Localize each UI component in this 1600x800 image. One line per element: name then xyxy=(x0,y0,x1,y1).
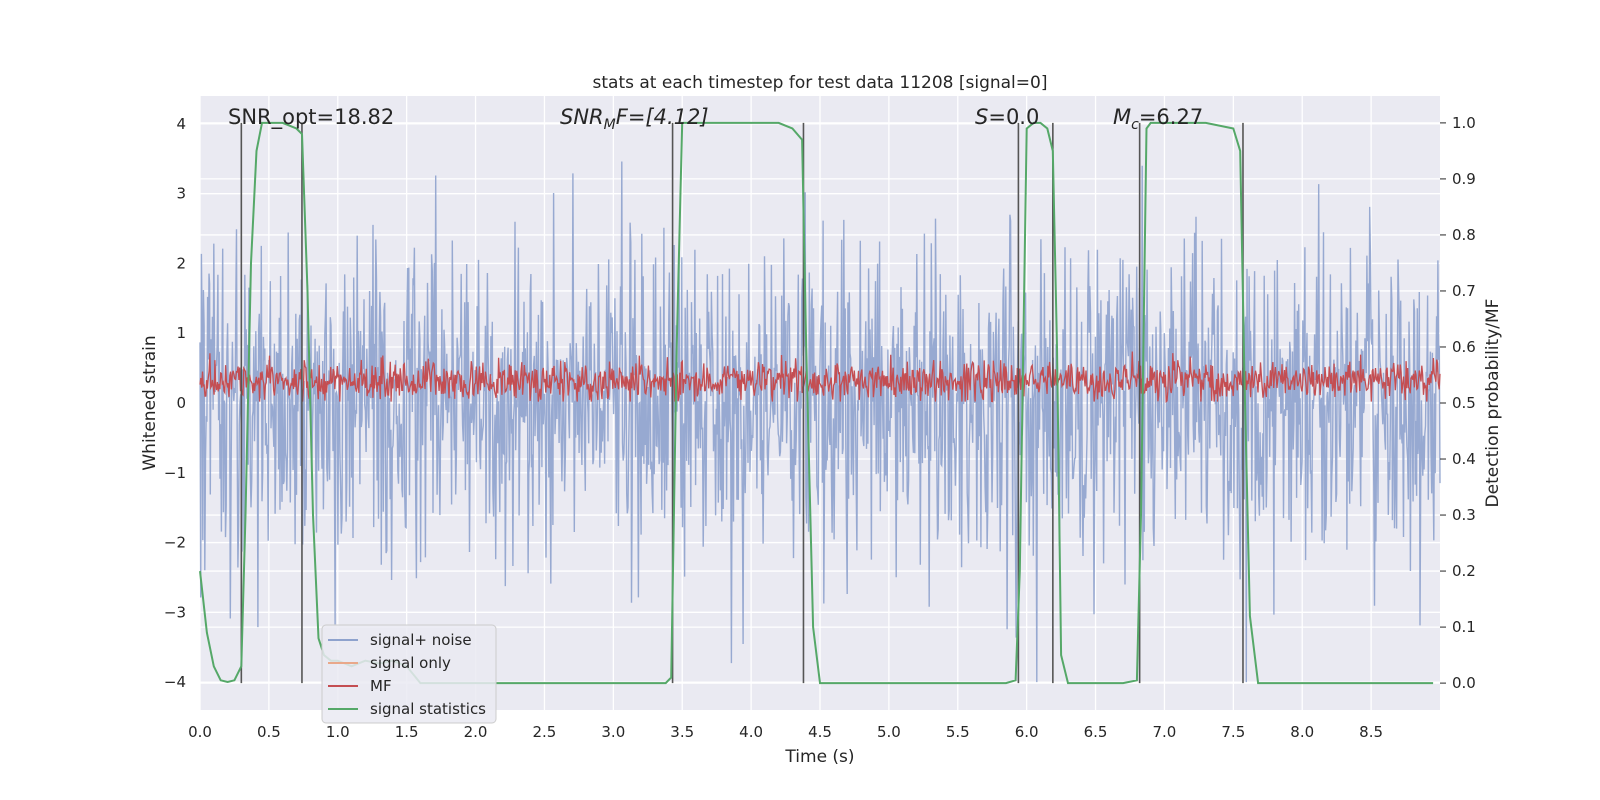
x-tick-label: 3.0 xyxy=(601,723,625,741)
y2-tick-label: 0.6 xyxy=(1452,338,1476,356)
x-tick-label: 0.0 xyxy=(188,723,212,741)
legend-label-mf: MF xyxy=(370,677,392,695)
signal-noise-series xyxy=(199,161,1441,683)
y-tick-label: 2 xyxy=(176,254,186,272)
y2-tick-label: 0.3 xyxy=(1452,506,1476,524)
y2-tick-label: 1.0 xyxy=(1452,114,1476,132)
annotation-s: S=0.0 xyxy=(975,105,1039,129)
x-tick-label: 6.5 xyxy=(1084,723,1108,741)
x-tick-label: 1.5 xyxy=(395,723,419,741)
signal-statistics-series xyxy=(199,121,1434,685)
snr-mf-sub: M xyxy=(604,117,616,133)
x-axis-label: Time (s) xyxy=(784,747,854,767)
annotation-snr-mf: SNRMF=[4.12] xyxy=(560,105,709,133)
legend-label-noise: signal+ noise xyxy=(370,631,472,649)
x-tick-label: 1.0 xyxy=(326,723,350,741)
mf-line xyxy=(199,351,1441,403)
y-tick-label: 1 xyxy=(176,324,186,342)
x-tick-label: 7.0 xyxy=(1153,723,1177,741)
y-tick-label: 3 xyxy=(176,185,186,203)
annotation-mc: Mc=6.27 xyxy=(1113,105,1203,133)
x-tick-label: 4.0 xyxy=(739,723,763,741)
y2-tick-label: 0.0 xyxy=(1452,674,1476,692)
legend-box xyxy=(321,624,497,724)
x-tick-label: 5.5 xyxy=(946,723,970,741)
legend: signal+ noise signal only MF signal stat… xyxy=(321,624,497,724)
y2-tick-label: 0.5 xyxy=(1452,394,1476,412)
x-tick-label: 2.5 xyxy=(533,723,557,741)
y-tick-label: 0 xyxy=(176,394,186,412)
annotation-snr-opt: SNR_opt=18.82 xyxy=(228,105,394,130)
y2-tick-label: 0.2 xyxy=(1452,562,1476,580)
y2-tick-label: 0.7 xyxy=(1452,282,1476,300)
s-value: =0.0 xyxy=(988,105,1039,129)
noise-line xyxy=(199,161,1441,683)
x-tick-label: 4.5 xyxy=(808,723,832,741)
x-tick-label: 2.0 xyxy=(464,723,488,741)
mc-sub: c xyxy=(1131,117,1139,133)
x-tick-label: 0.5 xyxy=(257,723,281,741)
x-tick-label: 6.0 xyxy=(1015,723,1039,741)
s-label: S xyxy=(975,105,988,129)
x-tick-label: 5.0 xyxy=(877,723,901,741)
y-tick-label: 4 xyxy=(176,115,186,133)
mc-label: M xyxy=(1113,105,1131,129)
legend-label-signal-only: signal only xyxy=(370,654,451,672)
chart-title: stats at each timestep for test data 112… xyxy=(593,73,1048,93)
y-tick-label: −3 xyxy=(164,603,186,621)
y-tick-label: −1 xyxy=(164,464,186,482)
mc-value: =6.27 xyxy=(1139,105,1203,129)
x-axis-ticks: 0.0 0.5 1.0 1.5 2.0 2.5 3.0 3.5 4.0 4.5 5.0 5.5 6.0 6… xyxy=(188,723,1383,741)
y-tick-label: −2 xyxy=(164,534,186,552)
legend-label-stats: signal statistics xyxy=(370,700,486,718)
y-tick-label: −4 xyxy=(164,673,186,691)
x-tick-label: 3.5 xyxy=(670,723,694,741)
y2-tick-label: 0.1 xyxy=(1452,618,1476,636)
y-axis-label: Whitened strain xyxy=(140,335,160,470)
snr-mf-prefix: SNR xyxy=(560,105,604,129)
x-tick-label: 8.0 xyxy=(1290,723,1314,741)
x-tick-label: 8.5 xyxy=(1359,723,1383,741)
x-tick-label: 7.5 xyxy=(1221,723,1245,741)
mf-series xyxy=(199,351,1441,403)
y2-axis-ticks: 1.0 0.9 0.8 0.7 0.6 0.5 0.4 0.3 0.2 0.1 0.0 xyxy=(1440,114,1476,692)
y-axis-ticks: 4 3 2 1 0 −1 −2 −3 −4 xyxy=(164,115,186,691)
y2-tick-label: 0.8 xyxy=(1452,226,1476,244)
y2-tick-label: 0.9 xyxy=(1452,170,1476,188)
signal-statistics-line xyxy=(199,121,1434,685)
y2-axis-label: Detection probability/MF xyxy=(1483,299,1503,508)
snr-mf-suffix: F=[4.12] xyxy=(616,105,709,129)
y2-tick-label: 0.4 xyxy=(1452,450,1476,468)
